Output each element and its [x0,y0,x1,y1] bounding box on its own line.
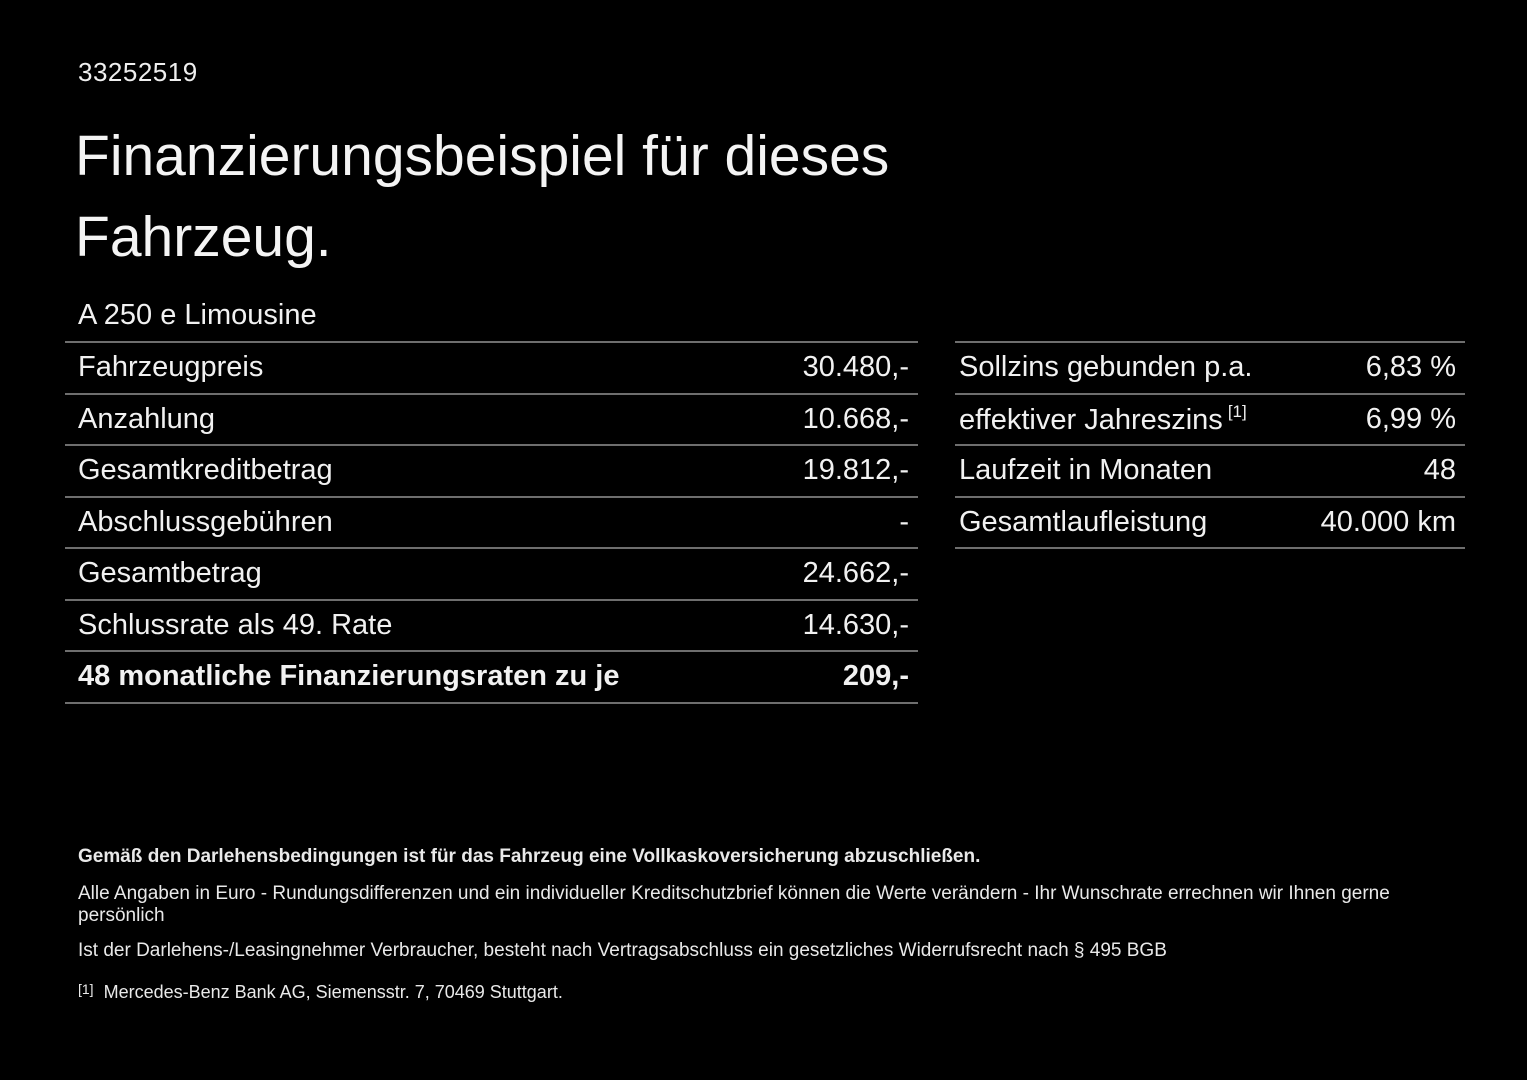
row-label: Gesamtkreditbetrag [78,454,333,487]
financing-table-left: Fahrzeugpreis 30.480,- Anzahlung 10.668,… [65,341,918,704]
footnote-marker: [1] [78,981,94,997]
row-label: Abschlussgebühren [78,505,333,538]
row-label: Sollzins gebunden p.a. [959,351,1253,384]
footnote-reference: [1] [1227,401,1247,421]
insurance-requirement-note: Gemäß den Darlehensbedingungen ist für d… [78,846,981,867]
disclaimer-line-1: Alle Angaben in Euro - Rundungsdifferenz… [78,883,1390,926]
table-row-sollzins: Sollzins gebunden p.a. 6,83 % [955,341,1465,393]
offer-id: 33252519 [78,57,198,87]
bank-footnote: [1] Mercedes-Benz Bank AG, Siemensstr. 7,… [78,981,1478,1003]
row-label: 48 monatliche Finanzierungsraten zu je [78,660,620,693]
row-label: Gesamtlaufleistung [959,505,1208,538]
row-value: 6,99 % [1365,402,1456,435]
table-row-fahrzeugpreis: Fahrzeugpreis 30.480,- [65,341,918,393]
row-value: 19.812,- [802,454,909,487]
row-label: Anzahlung [78,402,216,435]
table-row-gesamtbetrag: Gesamtbetrag 24.662,- [65,547,918,599]
footnote-text: Mercedes-Benz Bank AG, Siemensstr. 7, 70… [103,982,563,1002]
row-label: Schlussrate als 49. Rate [78,608,393,641]
row-value: 30.480,- [802,351,909,384]
table-row-schlussrate: Schlussrate als 49. Rate 14.630,- [65,598,918,651]
row-label: Laufzeit in Monaten [959,454,1213,487]
table-row-effektiver-jahreszins: effektiver Jahreszins [1] 6,99 % [955,392,1465,445]
row-value: 10.668,- [802,402,909,435]
row-value: 40.000 km [1320,505,1456,538]
row-value: 6,83 % [1365,351,1456,384]
row-value: 209,- [842,660,909,693]
row-label: Fahrzeugpreis [78,351,264,384]
table-row-abschlussgebuehren: Abschlussgebühren - [65,495,918,548]
row-label: effektiver Jahreszins [959,403,1223,436]
row-value: 24.662,- [802,557,909,590]
row-value: 48 [1423,454,1456,487]
row-label: Gesamtbetrag [78,557,262,590]
row-value: 14.630,- [802,608,909,641]
table-row-anzahlung: Anzahlung 10.668,- [65,392,918,445]
table-row-laufzeit: Laufzeit in Monaten 48 [955,444,1465,496]
row-value: - [899,505,909,538]
table-row-gesamtlaufleistung: Gesamtlaufleistung 40.000 km [955,495,1465,548]
table-row-monatliche-rate: 48 monatliche Finanzierungsraten zu je 2… [65,650,918,702]
table-row-gesamtkreditbetrag: Gesamtkreditbetrag 19.812,- [65,444,918,496]
financing-table-right: Sollzins gebunden p.a. 6,83 % effektiver… [955,341,1465,549]
page-title: Finanzierungsbeispiel für dieses Fahrzeu… [75,124,890,269]
disclaimer-line-2: Ist der Darlehens-/Leasingnehmer Verbrau… [78,940,1167,961]
legal-footer: Gemäß den Darlehensbedingungen ist für d… [78,846,1478,1003]
vehicle-model-label: A 250 e Limousine [78,299,317,331]
